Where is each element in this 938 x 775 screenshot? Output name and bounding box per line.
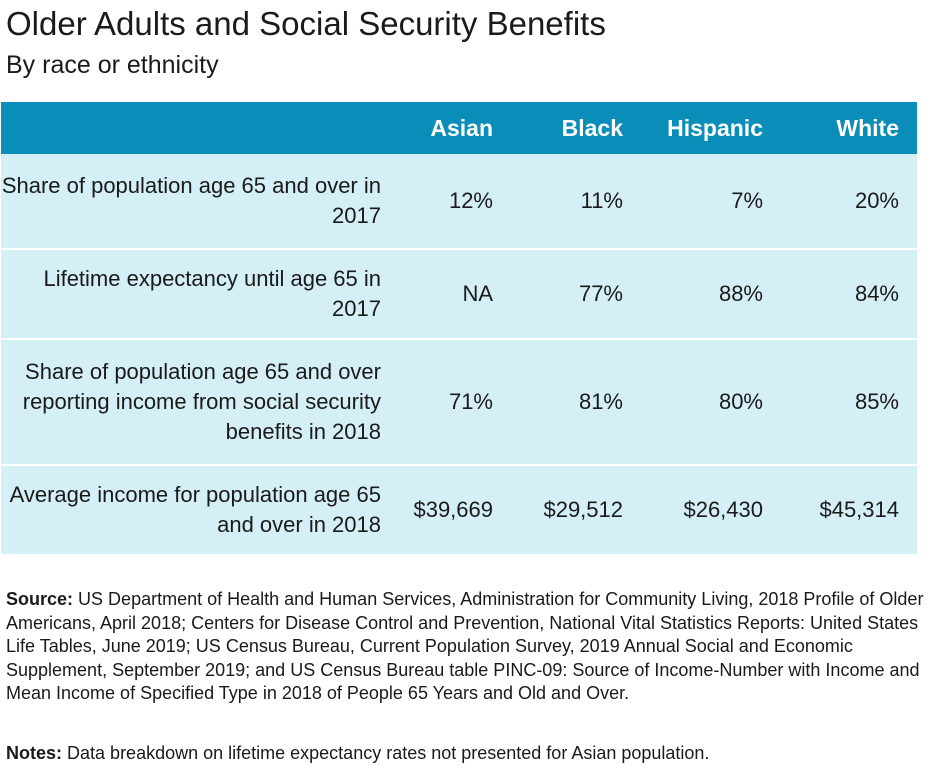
source-label: Source: bbox=[6, 589, 74, 609]
page-title: Older Adults and Social Security Benefit… bbox=[6, 5, 606, 42]
notes: Notes: Data breakdown on lifetime expect… bbox=[6, 742, 934, 765]
column-header-hispanic: Hispanic bbox=[641, 102, 781, 154]
cell-black: 81% bbox=[511, 338, 641, 465]
source-note: Source: US Department of Health and Huma… bbox=[6, 588, 934, 706]
table-row: Share of population age 65 and over repo… bbox=[1, 338, 917, 465]
data-table: Asian Black Hispanic White Share of popu… bbox=[1, 102, 917, 554]
cell-black: $29,512 bbox=[511, 464, 641, 554]
benefits-table: Asian Black Hispanic White Share of popu… bbox=[1, 102, 917, 554]
table-row: Share of population age 65 and over in 2… bbox=[1, 154, 917, 249]
cell-hispanic: 7% bbox=[731, 188, 763, 213]
source-text: US Department of Health and Human Servic… bbox=[6, 589, 924, 703]
table-row: Average income for population age 65 and… bbox=[1, 464, 917, 554]
notes-text: Data breakdown on lifetime expectancy ra… bbox=[67, 743, 710, 763]
column-header-label bbox=[1, 102, 405, 154]
cell-asian: $39,669 bbox=[405, 464, 511, 554]
cell-black: 77% bbox=[511, 248, 641, 339]
column-header-white: White bbox=[781, 102, 917, 154]
cell-white: 20% bbox=[854, 188, 899, 213]
column-header-asian: Asian bbox=[405, 102, 511, 154]
column-header-black: Black bbox=[511, 102, 641, 154]
table-header-row: Asian Black Hispanic White bbox=[1, 102, 917, 154]
row-label: Lifetime expectancy until age 65 in 2017 bbox=[1, 248, 405, 339]
row-label: Share of population age 65 and over in 2… bbox=[1, 173, 381, 228]
notes-label: Notes: bbox=[6, 743, 63, 763]
cell-asian: NA bbox=[405, 248, 511, 339]
row-label: Share of population age 65 and over repo… bbox=[1, 338, 405, 465]
row-label: Average income for population age 65 and… bbox=[1, 464, 405, 554]
cell-asian: 12% bbox=[448, 188, 493, 213]
page-subtitle: By race or ethnicity bbox=[6, 51, 219, 79]
cell-black: 11% bbox=[580, 188, 623, 213]
cell-hispanic: 88% bbox=[641, 248, 781, 339]
cell-hispanic: $26,430 bbox=[641, 464, 781, 554]
cell-white: 85% bbox=[781, 338, 917, 465]
cell-hispanic: 80% bbox=[641, 338, 781, 465]
cell-white: 84% bbox=[781, 248, 917, 339]
cell-asian: 71% bbox=[405, 338, 511, 465]
table-row: Lifetime expectancy until age 65 in 2017… bbox=[1, 248, 917, 339]
cell-white: $45,314 bbox=[781, 464, 917, 554]
